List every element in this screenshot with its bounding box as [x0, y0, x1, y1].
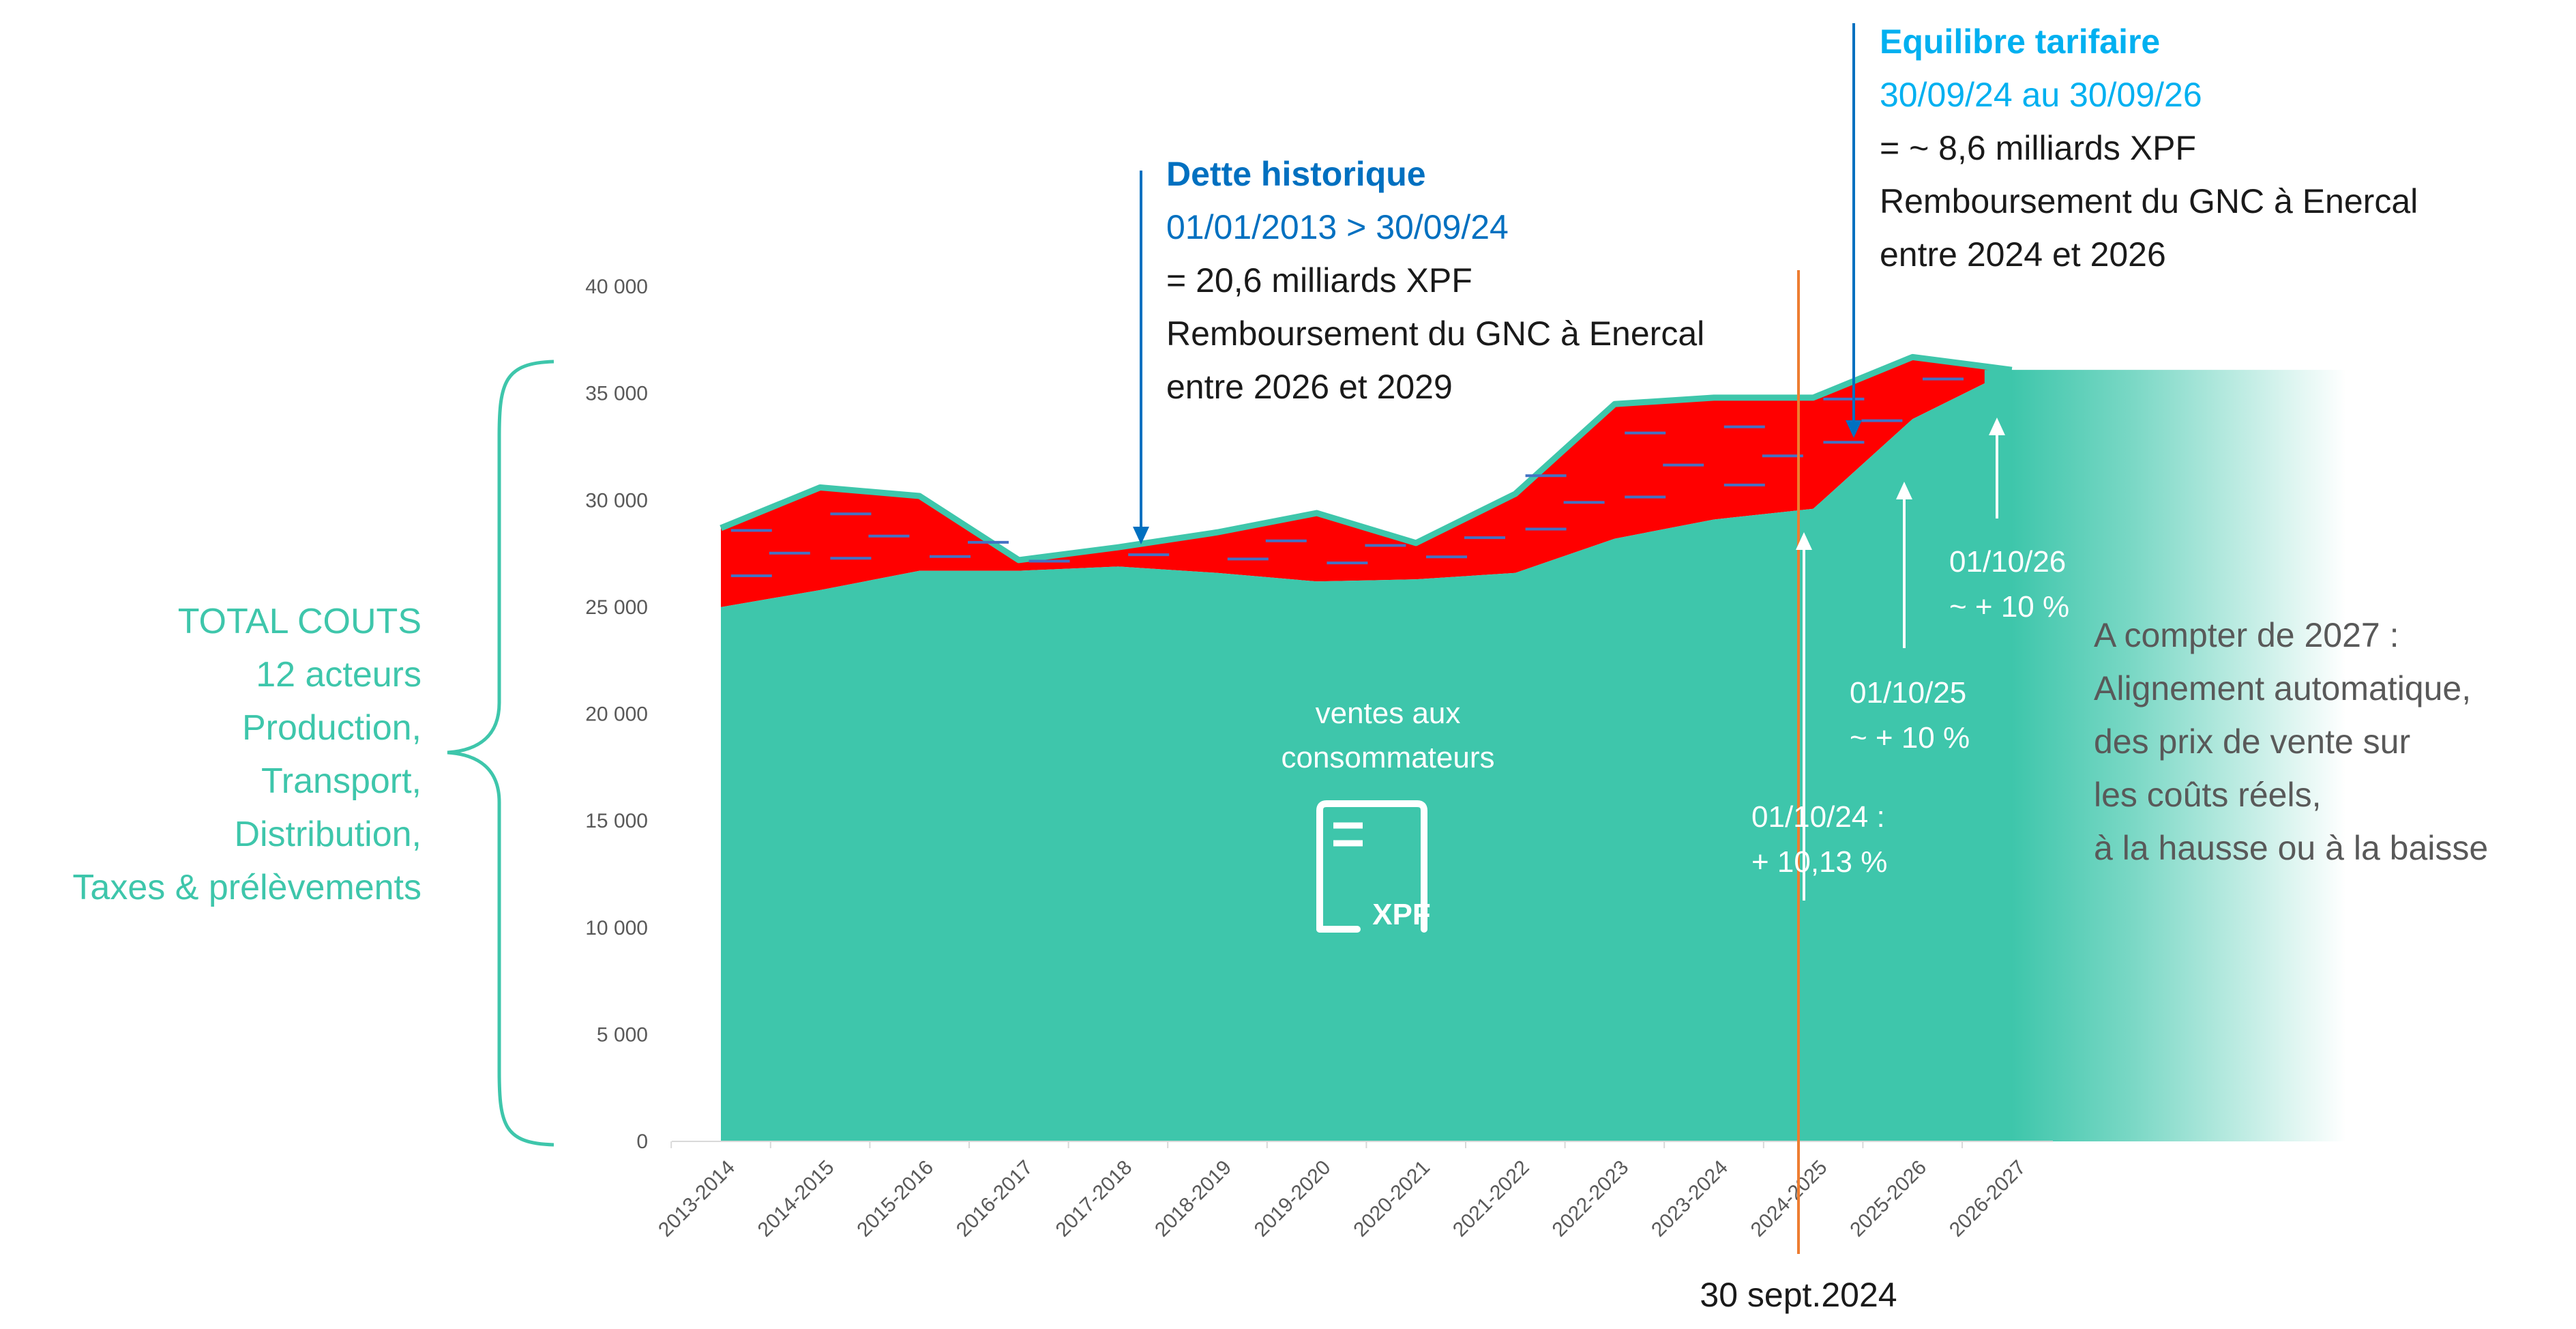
x-tick-label: 2020-2021 — [1349, 1156, 1434, 1242]
dette-title: Dette historique — [1166, 155, 1426, 193]
x-tick-label: 2014-2015 — [754, 1156, 839, 1242]
invoice-icon: XPF — [1316, 800, 1431, 933]
x-tick-label: 2026-2027 — [1945, 1156, 2030, 1242]
ventes-label-line-1: ventes aux — [1316, 697, 1461, 730]
hausse-2025-line-2: ~ + 10 % — [1850, 721, 1970, 755]
dette-arrow-head — [1133, 527, 1149, 544]
y-tick-label: 25 000 — [585, 596, 648, 619]
y-tick-label: 35 000 — [585, 383, 648, 405]
equilibre-title: Equilibre tarifaire — [1880, 23, 2160, 61]
alignement-line-4: les coûts réels, — [2094, 776, 2321, 814]
hausse-2026-label: 01/10/26 ~ + 10 % — [1949, 545, 2069, 624]
sept-2024-label: 30 sept.2024 — [1700, 1276, 1897, 1314]
dette-line-2: entre 2026 et 2029 — [1166, 368, 1453, 406]
series-dette-area — [721, 357, 2012, 607]
left-label-line-5: Distribution, — [234, 815, 421, 854]
series-ventes-area — [721, 370, 2012, 1141]
ventes-label: ventes aux consommateurs — [1281, 697, 1494, 774]
left-label-line-2: 12 acteurs — [256, 655, 421, 695]
hausse-2024-line-1: 01/10/24 : — [1751, 800, 1885, 834]
y-tick-label: 5 000 — [597, 1023, 648, 1046]
x-axis: 2013-2014 2014-2015 2015-2016 2016-2017 2017… — [654, 1141, 2053, 1241]
left-label: TOTAL COUTS 12 acteurs Production, Trans… — [72, 602, 421, 907]
hausse-2024-line-2: + 10,13 % — [1751, 845, 1887, 879]
x-tick-label: 2016-2017 — [952, 1156, 1037, 1242]
y-tick-label: 20 000 — [585, 703, 648, 726]
equilibre-line-2: entre 2024 et 2026 — [1880, 235, 2166, 274]
dette-line-1: Remboursement du GNC à Enercal — [1166, 315, 1704, 353]
hausse-2025-line-1: 01/10/25 — [1850, 676, 1966, 710]
forecast-fade-area — [1984, 370, 2353, 1141]
left-brace — [447, 360, 554, 1147]
dette-amount: = 20,6 milliards XPF — [1166, 261, 1472, 300]
hausse-2026-line-2: ~ + 10 % — [1949, 590, 2069, 624]
y-tick-label: 15 000 — [585, 810, 648, 832]
y-tick-label: 40 000 — [585, 276, 648, 298]
equilibre-line-1: Remboursement du GNC à Enercal — [1880, 182, 2418, 220]
alignement-line-3: des prix de vente sur — [2094, 722, 2410, 761]
x-tick-label: 2025-2026 — [1846, 1156, 1931, 1242]
left-label-line-1: TOTAL COUTS — [178, 602, 421, 641]
x-tick-label: 2015-2016 — [853, 1156, 938, 1242]
left-label-line-4: Transport, — [261, 761, 421, 801]
equilibre-amount: = ~ 8,6 milliards XPF — [1880, 129, 2196, 167]
dette-period: 01/01/2013 > 30/09/24 — [1166, 208, 1509, 246]
equilibre-period: 30/09/24 au 30/09/26 — [1880, 76, 2202, 114]
x-tick-label: 2013-2014 — [654, 1156, 739, 1242]
x-tick-label: 2019-2020 — [1250, 1156, 1335, 1242]
x-tick-label: 2023-2024 — [1647, 1156, 1732, 1242]
dette-annotation: Dette historique 01/01/2013 > 30/09/24 =… — [1133, 155, 1704, 544]
equilibre-arrow-head — [1846, 420, 1862, 438]
equilibre-annotation: Equilibre tarifaire 30/09/24 au 30/09/26… — [1846, 23, 2418, 438]
hausse-arrows — [1796, 418, 2005, 901]
alignement-line-1: A compter de 2027 : — [2094, 616, 2399, 654]
hausse-2024-label: 01/10/24 : + 10,13 % — [1751, 800, 1887, 879]
alignement-annotation: A compter de 2027 : Alignement automatiq… — [2094, 616, 2488, 867]
series-total-couts-line — [720, 353, 2013, 564]
alignement-line-5: à la hausse ou à la baisse — [2094, 829, 2488, 867]
y-tick-label: 10 000 — [585, 917, 648, 939]
left-label-line-3: Production, — [242, 708, 421, 748]
xpf-icon-label: XPF — [1372, 898, 1431, 931]
x-tick-label: 2022-2023 — [1548, 1156, 1633, 1242]
x-tick-label: 2021-2022 — [1449, 1156, 1534, 1242]
hausse-2026-line-1: 01/10/26 — [1949, 545, 2066, 579]
hausse-2025-label: 01/10/25 ~ + 10 % — [1850, 676, 1970, 755]
dette-dash-marks — [730, 377, 1964, 578]
y-tick-label: 0 — [636, 1130, 648, 1153]
plot-area — [720, 353, 2353, 1141]
x-tick-label: 2018-2019 — [1151, 1156, 1236, 1242]
x-axis-tick-labels: 2013-2014 2014-2015 2015-2016 2016-2017 2017… — [654, 1141, 2030, 1241]
alignement-line-2: Alignement automatique, — [2094, 669, 2471, 707]
left-label-line-6: Taxes & prélèvements — [72, 868, 421, 907]
ventes-label-line-2: consommateurs — [1281, 741, 1494, 774]
y-tick-label: 30 000 — [585, 489, 648, 512]
x-tick-label: 2017-2018 — [1052, 1156, 1137, 1242]
x-tick-label: 2024-2025 — [1747, 1156, 1832, 1242]
y-axis-tick-labels: 40 000 35 000 30 000 25 000 20 000 15 000 10 0… — [585, 276, 648, 1153]
